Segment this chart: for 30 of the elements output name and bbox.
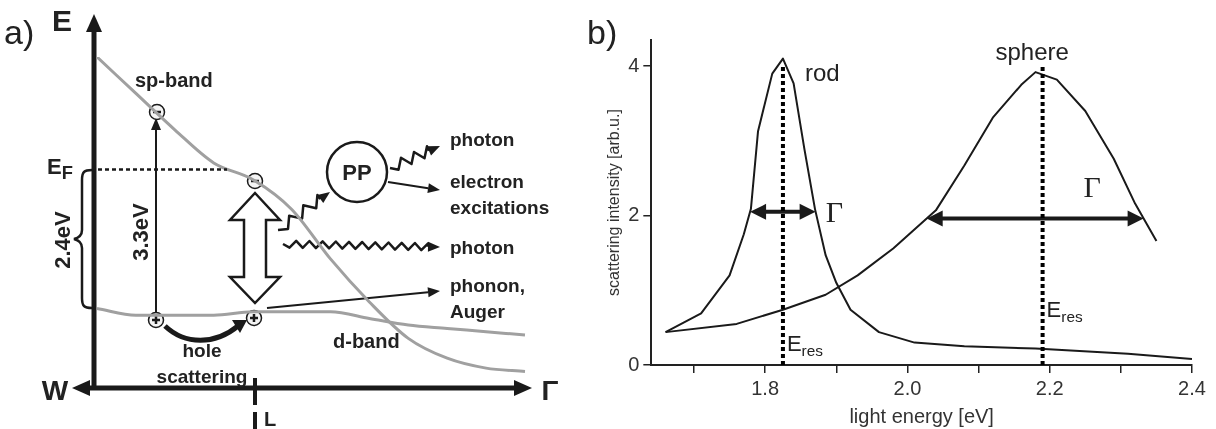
annotation: photon [450, 129, 515, 150]
x-tick-label: 2.2 [1035, 376, 1064, 399]
series-label: sp-band [135, 69, 213, 91]
y-axis-title: scattering intensity [arb.u.] [605, 109, 623, 296]
y-tick-label: 0 [628, 352, 640, 375]
text: E [51, 4, 73, 37]
chart-title: a) [4, 13, 35, 51]
y-tick-label: 2 [628, 203, 640, 226]
annotation: Γ [825, 194, 843, 228]
annotation: photon [450, 237, 515, 258]
series-label: d-band [333, 330, 400, 352]
x-tick-label: 2.0 [893, 376, 922, 399]
annotation: PP [342, 160, 372, 185]
series-label: rod [804, 58, 840, 86]
x-tick-label: 2.4 [1178, 376, 1206, 399]
annotation: hole scattering [156, 340, 248, 387]
x-tick-label: 1.8 [751, 376, 780, 399]
annotation: electron excitations [450, 171, 550, 218]
y-tick-label: 4 [628, 53, 640, 76]
annotation: Γ [1083, 169, 1101, 203]
ref-line-label: E$_{F}$ [47, 153, 73, 183]
chart-title: b) [587, 13, 618, 51]
text: L [263, 408, 277, 429]
annotation: 3.3eV [128, 202, 153, 261]
x-axis-title: light energy [eV] [849, 404, 994, 427]
text: 2.4eV [50, 210, 75, 269]
annotation: phonon, Auger [450, 275, 525, 322]
series-label: sphere [995, 38, 1069, 66]
text: Γ [541, 375, 559, 406]
text: W [41, 375, 69, 406]
